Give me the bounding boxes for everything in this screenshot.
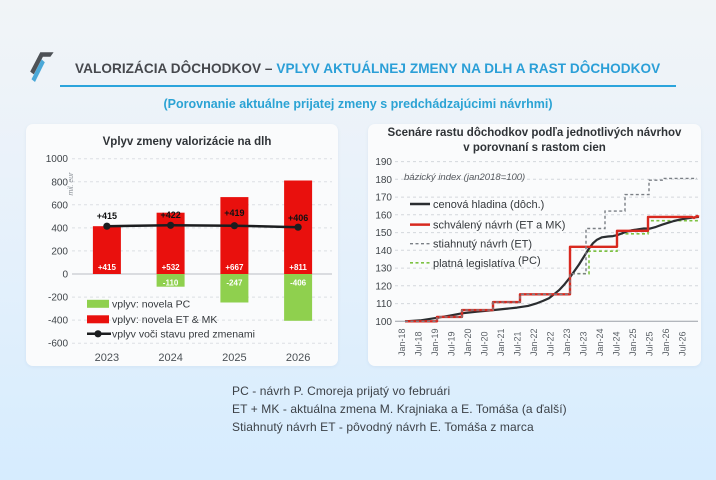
- svg-text:1000: 1000: [46, 154, 69, 165]
- svg-text:2023: 2023: [95, 352, 119, 364]
- svg-text:Jul-25: Jul-25: [645, 331, 655, 356]
- svg-text:190: 190: [375, 157, 392, 168]
- svg-text:bázický index (jan2018=100): bázický index (jan2018=100): [404, 172, 525, 183]
- svg-text:Jan-20: Jan-20: [463, 328, 473, 356]
- svg-text:130: 130: [375, 264, 392, 275]
- svg-text:Jan-23: Jan-23: [562, 328, 572, 356]
- svg-text:-406: -406: [290, 278, 307, 287]
- svg-text:schválený návrh (ET a MK): schválený návrh (ET a MK): [433, 220, 565, 232]
- svg-text:Jul-20: Jul-20: [480, 331, 490, 356]
- svg-text:Jan-18: Jan-18: [397, 328, 407, 356]
- svg-text:140: 140: [375, 246, 392, 257]
- svg-text:150: 150: [375, 228, 392, 239]
- svg-text:200: 200: [51, 246, 68, 257]
- svg-text:Jul-22: Jul-22: [546, 331, 556, 356]
- svg-text:+422: +422: [160, 210, 180, 220]
- svg-text:2025: 2025: [222, 352, 246, 364]
- svg-text:+419: +419: [224, 208, 244, 218]
- svg-text:vplyv: novela PC: vplyv: novela PC: [112, 299, 191, 311]
- svg-text:+532: +532: [162, 263, 181, 272]
- svg-text:Jul-23: Jul-23: [579, 331, 589, 356]
- svg-text:-247: -247: [226, 278, 243, 287]
- svg-text:400: 400: [51, 223, 68, 234]
- svg-text:Jul-24: Jul-24: [612, 331, 622, 356]
- svg-text:Jul-18: Jul-18: [414, 331, 424, 356]
- svg-text:Jan-22: Jan-22: [529, 328, 539, 356]
- svg-text:110: 110: [376, 299, 392, 310]
- svg-text:2024: 2024: [158, 352, 182, 364]
- svg-text:stiahnutý návrh (ET): stiahnutý návrh (ET): [433, 239, 532, 251]
- svg-text:Jul-21: Jul-21: [513, 331, 523, 356]
- svg-text:Jan-25: Jan-25: [628, 328, 638, 356]
- svg-text:+415: +415: [97, 211, 117, 221]
- svg-text:800: 800: [51, 177, 68, 188]
- svg-text:Jan-19: Jan-19: [430, 328, 440, 356]
- svg-text:+667: +667: [225, 263, 244, 272]
- svg-text:-600: -600: [48, 339, 68, 350]
- svg-text:Jan-26: Jan-26: [661, 328, 671, 356]
- svg-text:2026: 2026: [286, 352, 310, 364]
- svg-text:Jul-26: Jul-26: [678, 331, 688, 356]
- svg-text:-400: -400: [48, 316, 68, 327]
- svg-text:600: 600: [51, 200, 68, 211]
- svg-text:-200: -200: [48, 293, 68, 304]
- svg-text:100: 100: [375, 317, 392, 328]
- svg-text:mil. eur: mil. eur: [68, 172, 75, 196]
- svg-text:160: 160: [375, 210, 392, 221]
- svg-text:Jan-24: Jan-24: [595, 328, 605, 356]
- svg-text:vplyv voči stavu pred zmenami: vplyv voči stavu pred zmenami: [112, 329, 255, 341]
- svg-text:cenová hladina (dôch.): cenová hladina (dôch.): [433, 199, 544, 211]
- svg-text:0: 0: [62, 270, 68, 281]
- svg-text:Jul-19: Jul-19: [447, 331, 457, 356]
- svg-text:-110: -110: [163, 278, 179, 287]
- svg-text:vplyv: novela ET & MK: vplyv: novela ET & MK: [112, 314, 217, 326]
- svg-text:180: 180: [375, 175, 392, 186]
- svg-text:+811: +811: [289, 263, 307, 272]
- svg-text:170: 170: [375, 193, 392, 204]
- svg-text:120: 120: [375, 281, 392, 292]
- svg-text:+406: +406: [288, 213, 308, 223]
- svg-text:platná legislatíva (PC): platná legislatíva (PC): [433, 255, 541, 270]
- svg-text:Jan-21: Jan-21: [496, 328, 506, 356]
- svg-text:+415: +415: [98, 263, 117, 272]
